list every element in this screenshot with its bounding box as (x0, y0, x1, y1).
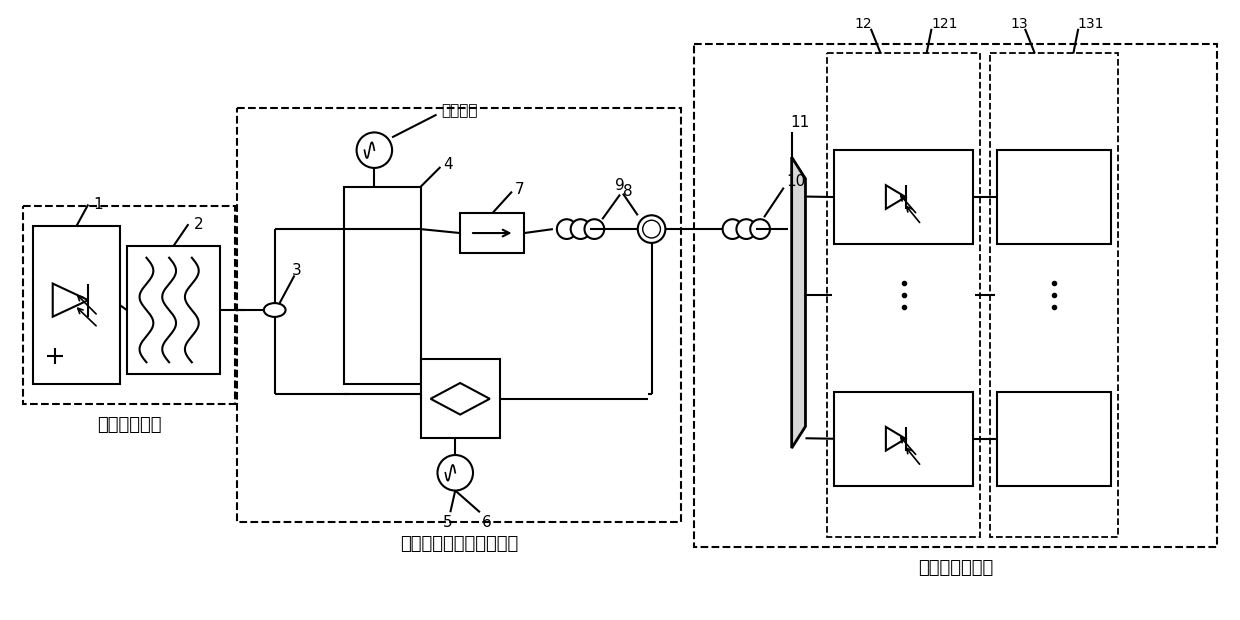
Text: 3: 3 (291, 263, 301, 278)
Circle shape (557, 219, 577, 239)
Bar (835, 150, 973, 244)
Circle shape (637, 215, 666, 243)
Bar (420, 360, 500, 438)
Circle shape (570, 219, 590, 239)
Circle shape (723, 219, 743, 239)
Text: 121: 121 (931, 17, 957, 31)
Text: 11: 11 (790, 115, 810, 130)
Text: 待测信号: 待测信号 (441, 103, 477, 118)
Bar (237, 108, 681, 522)
Bar (24, 206, 236, 404)
Bar (835, 392, 973, 485)
Circle shape (584, 219, 604, 239)
Ellipse shape (264, 303, 285, 317)
Text: 10: 10 (786, 174, 805, 189)
Circle shape (357, 133, 392, 168)
Bar (827, 53, 980, 537)
Bar (33, 226, 120, 384)
Bar (694, 43, 1216, 547)
Text: 4: 4 (444, 157, 453, 172)
Circle shape (642, 220, 661, 238)
Text: 131: 131 (1078, 17, 1105, 31)
Circle shape (750, 219, 770, 239)
Text: 8: 8 (622, 184, 632, 199)
Text: 7: 7 (515, 182, 525, 197)
Text: 色散及波分模块: 色散及波分模块 (918, 559, 993, 577)
Bar (997, 150, 1111, 244)
Text: 1: 1 (93, 197, 103, 212)
Text: 光梳产生模块: 光梳产生模块 (97, 417, 161, 435)
Text: 6: 6 (482, 515, 492, 529)
Circle shape (737, 219, 756, 239)
Circle shape (438, 455, 472, 490)
Text: 5: 5 (443, 515, 453, 529)
Polygon shape (791, 157, 806, 448)
Text: 9: 9 (615, 178, 625, 193)
Bar (343, 187, 420, 384)
Text: 13: 13 (1011, 17, 1028, 31)
Text: 2: 2 (193, 216, 203, 232)
Text: 12: 12 (854, 17, 872, 31)
Text: 信号调制及光梳相移模块: 信号调制及光梳相移模块 (401, 535, 518, 553)
Bar (460, 213, 525, 253)
Bar (990, 53, 1118, 537)
Bar (126, 246, 221, 374)
Bar (997, 392, 1111, 485)
